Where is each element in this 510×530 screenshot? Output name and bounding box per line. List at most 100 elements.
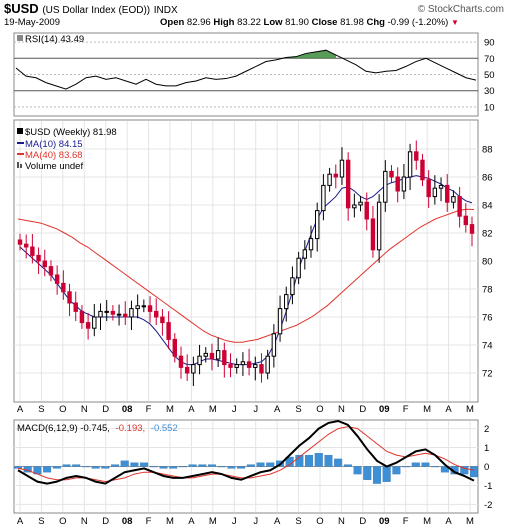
- candle-body: [352, 204, 357, 209]
- price-legend-swatch-1: [17, 128, 23, 134]
- candle-body: [129, 308, 134, 318]
- candle-body: [302, 249, 308, 259]
- macd-tick-label: 0: [484, 462, 489, 473]
- candle-body: [457, 196, 462, 217]
- close-label: Close: [311, 17, 338, 28]
- macd-x-tick-label: M: [466, 516, 474, 527]
- macd-histogram-bar: [198, 464, 207, 467]
- candle-body: [209, 352, 215, 360]
- candle-body: [203, 352, 208, 357]
- macd-histogram-bar: [402, 466, 411, 468]
- rsi-tick-label: 70: [484, 54, 495, 65]
- price-x-tick-label: A: [445, 404, 452, 415]
- chart-symbol: $USD (US Dollar Index (EOD)) INDX: [4, 1, 178, 16]
- symbol-exchange: INDX: [153, 5, 178, 16]
- price-x-tick-label: J: [253, 404, 258, 415]
- macd-x-tick-label: F: [146, 516, 152, 527]
- candle-body: [234, 364, 239, 368]
- candle-body: [333, 173, 338, 178]
- price-tick-labels: 72 74 76 78 80 82 84 86 88: [482, 145, 493, 380]
- candle-body: [104, 310, 109, 313]
- price-tick-label: 84: [482, 201, 493, 212]
- candle-body: [172, 338, 178, 357]
- candle-body: [376, 201, 382, 251]
- macd-histogram-bar: [81, 466, 90, 468]
- candle-body: [327, 173, 332, 186]
- candles: [17, 140, 475, 387]
- candle-body: [401, 176, 407, 192]
- macd-x-tick-label: 08: [122, 516, 133, 527]
- macd-histogram-bar: [159, 466, 168, 469]
- macd-x-tick-label: M: [166, 516, 174, 527]
- price-tick-label: 72: [482, 369, 493, 380]
- macd-legend-hist: -0.552: [151, 423, 178, 434]
- macd-histogram-bar: [372, 466, 381, 484]
- high-label: High: [213, 17, 235, 28]
- candle-body: [259, 364, 264, 374]
- candle-body: [246, 361, 252, 368]
- candle-body: [339, 159, 345, 178]
- rsi-legend: RSI(14) 43.49: [25, 34, 84, 45]
- macd-x-tick-label: N: [81, 516, 88, 527]
- price-x-tick-label: N: [338, 404, 345, 415]
- macd-x-tick-label: D: [102, 516, 109, 527]
- macd-x-tick-label: M: [209, 516, 217, 527]
- candle-body: [36, 254, 41, 262]
- candle-body: [23, 243, 29, 248]
- macd-x-tick-label: 09: [379, 516, 390, 527]
- candle-body: [469, 224, 475, 234]
- price-grid: [14, 121, 478, 401]
- macd-histogram-bar: [421, 462, 430, 467]
- candle-body: [30, 246, 35, 256]
- macd-histogram-bar: [101, 466, 110, 469]
- macd-tick-label: -2: [484, 500, 492, 511]
- candle-body: [48, 266, 54, 276]
- price-tick-label: 86: [482, 173, 493, 184]
- candle-body: [240, 361, 246, 366]
- macd-histogram-bar: [295, 454, 304, 467]
- macd-x-tick-label: D: [359, 516, 366, 527]
- macd-x-tick-label: N: [338, 516, 345, 527]
- candle-body: [79, 310, 85, 324]
- candle-body: [451, 196, 456, 203]
- price-legend-4: Volume undef: [25, 161, 83, 172]
- candle-body: [420, 159, 425, 181]
- macd-histogram-bar: [470, 466, 478, 478]
- macd-histogram-bar: [431, 466, 440, 468]
- price-legend-2: MA(10) 84.15: [25, 139, 83, 150]
- macd-panel: -2 -1 0 1 2 A S O N D 08 F M A M J J A S O N D 09 F M A M MACD(6,…: [13, 419, 492, 527]
- price-x-tick-label: O: [316, 404, 323, 415]
- macd-x-tick-label: J: [253, 516, 258, 527]
- macd-histogram-bar: [440, 466, 449, 473]
- price-tick-label: 88: [482, 145, 493, 156]
- macd-histogram-bar: [334, 458, 343, 467]
- macd-x-tick-label: S: [38, 516, 44, 527]
- candle-body: [383, 170, 388, 203]
- macd-legend-label: MACD(6,12,9) -0.745,: [17, 423, 110, 434]
- price-x-tick-label: M: [423, 404, 431, 415]
- macd-grid: [14, 421, 478, 512]
- candle-body: [160, 316, 165, 324]
- candle-body: [110, 310, 116, 315]
- macd-histogram-bar: [363, 466, 372, 480]
- open-value: 82.96: [186, 17, 211, 28]
- price-x-tick-label: J: [232, 404, 237, 415]
- macd-histogram-bar: [140, 462, 149, 467]
- candle-body: [345, 159, 351, 209]
- macd-x-tick-label: O: [59, 516, 66, 527]
- candle-body: [184, 366, 190, 374]
- price-x-tick-label: M: [209, 404, 217, 415]
- macd-histogram-bar: [324, 454, 333, 467]
- macd-histogram-bar: [227, 466, 236, 469]
- macd-histogram-bar: [91, 466, 100, 469]
- candle-body: [271, 333, 277, 357]
- macd-histogram-bar: [120, 460, 129, 467]
- price-x-tick-labels: A S O N D 08 F M A M J J A S O N D 09 F M A M: [17, 404, 474, 415]
- macd-line: [17, 419, 475, 485]
- candle-body: [407, 151, 413, 178]
- chg-label: Chg: [366, 17, 385, 28]
- rsi-grid: [14, 41, 478, 108]
- macd-x-tick-label: A: [17, 516, 24, 527]
- macd-histogram-bar: [266, 462, 275, 467]
